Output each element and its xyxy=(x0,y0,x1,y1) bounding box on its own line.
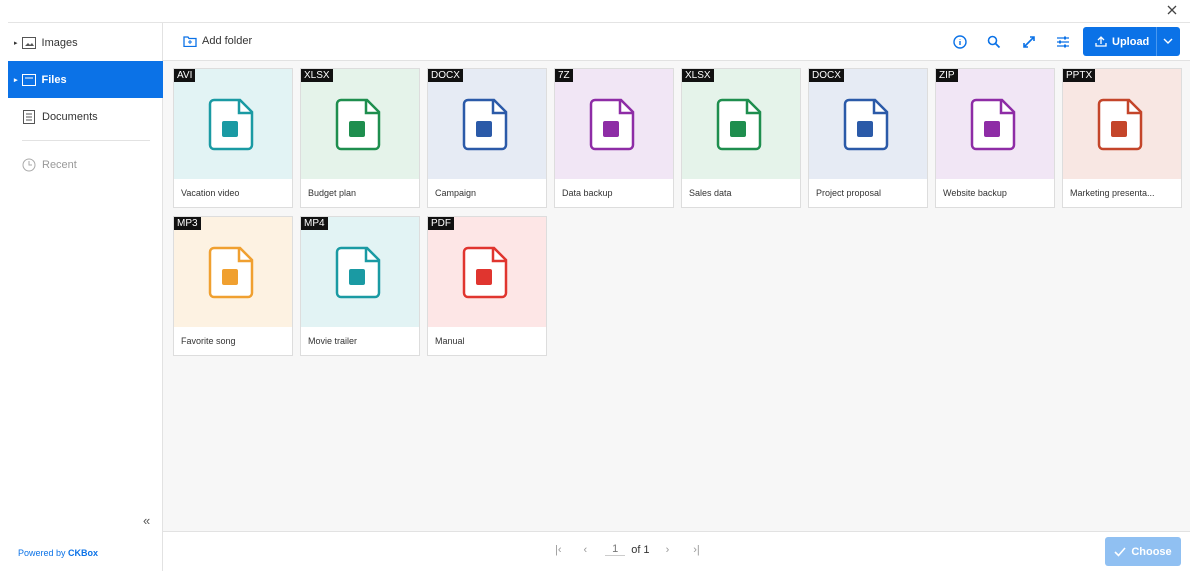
file-tile[interactable]: DOCX Campaign xyxy=(428,69,546,207)
file-preview xyxy=(301,69,419,179)
file-tile[interactable]: 7Z Data backup xyxy=(555,69,673,207)
button-label: Choose xyxy=(1131,545,1172,558)
nav-label: Recent xyxy=(42,158,77,171)
nav-label: Documents xyxy=(42,110,98,123)
file-tile[interactable]: DOCX Project proposal xyxy=(809,69,927,207)
button-label: Add folder xyxy=(202,35,253,47)
info-button[interactable] xyxy=(953,35,967,49)
choose-button[interactable]: Choose xyxy=(1105,537,1181,566)
file-icon xyxy=(335,246,381,299)
nav-item[interactable]: Documents xyxy=(8,98,163,135)
file-preview xyxy=(555,69,673,179)
add-folder-button[interactable]: Add folder xyxy=(183,35,252,47)
file-tile[interactable]: PDF Manual xyxy=(428,217,546,355)
nav-label: Images xyxy=(41,36,78,49)
close-button[interactable] xyxy=(1166,4,1178,16)
file-preview xyxy=(428,217,546,327)
file-tile[interactable]: AVI Vacation video xyxy=(174,69,292,207)
file-name: Sales data xyxy=(689,188,732,198)
pagination: |‹ ‹ 1 of 1 › ›| xyxy=(555,543,700,556)
page-input[interactable]: 1 xyxy=(605,543,626,556)
file-preview xyxy=(682,69,800,179)
file-tile[interactable]: XLSX Budget plan xyxy=(301,69,419,207)
file-name: Website backup xyxy=(943,188,1007,198)
footer: |‹ ‹ 1 of 1 › ›| Choose xyxy=(163,531,1190,571)
nav-label: Files xyxy=(41,73,67,86)
next-page[interactable]: › xyxy=(665,543,670,556)
type-badge: 7Z xyxy=(555,69,573,82)
file-icon xyxy=(335,98,381,151)
type-badge: XLSX xyxy=(301,69,333,82)
file-preview xyxy=(428,69,546,179)
type-badge: PPTX xyxy=(1063,69,1096,82)
dialog: ▸ Images ▸ Files Documents Recent « Powere… xyxy=(8,22,1190,571)
page-count: of 1 xyxy=(631,543,650,556)
file-name: Marketing presenta... xyxy=(1070,188,1155,198)
type-badge: ZIP xyxy=(936,69,958,82)
file-tile[interactable]: XLSX Sales data xyxy=(682,69,800,207)
toolbar: Add folder Upload xyxy=(163,23,1190,61)
type-badge: XLSX xyxy=(682,69,714,82)
settings-button[interactable] xyxy=(1056,35,1070,49)
file-name: Campaign xyxy=(435,188,477,198)
upload-button[interactable]: Upload xyxy=(1083,27,1180,56)
type-badge: MP4 xyxy=(301,217,328,230)
file-icon xyxy=(716,98,762,151)
file-name: Project proposal xyxy=(816,188,882,198)
nav-item[interactable]: ▸ Files xyxy=(8,61,163,98)
file-name: Vacation video xyxy=(181,188,240,198)
file-icon xyxy=(462,246,508,299)
file-name: Movie trailer xyxy=(308,336,358,346)
file-tile[interactable]: PPTX Marketing presenta... xyxy=(1063,69,1181,207)
file-preview xyxy=(936,69,1054,179)
file-name: Data backup xyxy=(562,188,613,198)
file-icon xyxy=(589,98,635,151)
powered-text: Powered by xyxy=(18,548,66,558)
file-preview xyxy=(301,217,419,327)
file-icon xyxy=(208,98,254,151)
file-icon xyxy=(1097,98,1143,151)
button-label: Upload xyxy=(1112,36,1150,48)
type-badge: DOCX xyxy=(428,69,463,82)
file-tile[interactable]: MP3 Favorite song xyxy=(174,217,292,355)
powered-by[interactable]: Powered by CKBox xyxy=(18,548,98,558)
search-button[interactable] xyxy=(987,35,1001,49)
file-preview xyxy=(1063,69,1181,179)
type-badge: MP3 xyxy=(174,217,201,230)
file-tile[interactable]: MP4 Movie trailer xyxy=(301,217,419,355)
prev-page[interactable]: ‹ xyxy=(583,543,588,556)
type-badge: DOCX xyxy=(809,69,844,82)
brand: CKBox xyxy=(68,548,99,558)
file-icon xyxy=(208,246,254,299)
last-page[interactable]: ›| xyxy=(693,543,700,556)
file-name: Favorite song xyxy=(181,336,236,346)
file-icon xyxy=(843,98,889,151)
file-name: Manual xyxy=(435,336,465,346)
collapse-button[interactable]: « xyxy=(143,513,151,528)
file-icon xyxy=(462,98,508,151)
nav-item[interactable]: ▸ Images xyxy=(14,36,78,49)
main-panel: Add folder Upload AVI Vacation video XLSX B… xyxy=(163,23,1190,571)
file-preview xyxy=(174,217,292,327)
file-preview xyxy=(174,69,292,179)
sidebar: ▸ Images ▸ Files Documents Recent « Powere… xyxy=(8,23,163,571)
fullscreen-button[interactable] xyxy=(1022,35,1036,49)
file-tile[interactable]: ZIP Website backup xyxy=(936,69,1054,207)
nav-item[interactable]: Recent xyxy=(8,146,163,183)
file-preview xyxy=(809,69,927,179)
type-badge: PDF xyxy=(428,217,454,230)
file-icon xyxy=(970,98,1016,151)
type-badge: AVI xyxy=(174,69,196,82)
first-page[interactable]: |‹ xyxy=(555,543,562,556)
file-name: Budget plan xyxy=(308,188,357,198)
